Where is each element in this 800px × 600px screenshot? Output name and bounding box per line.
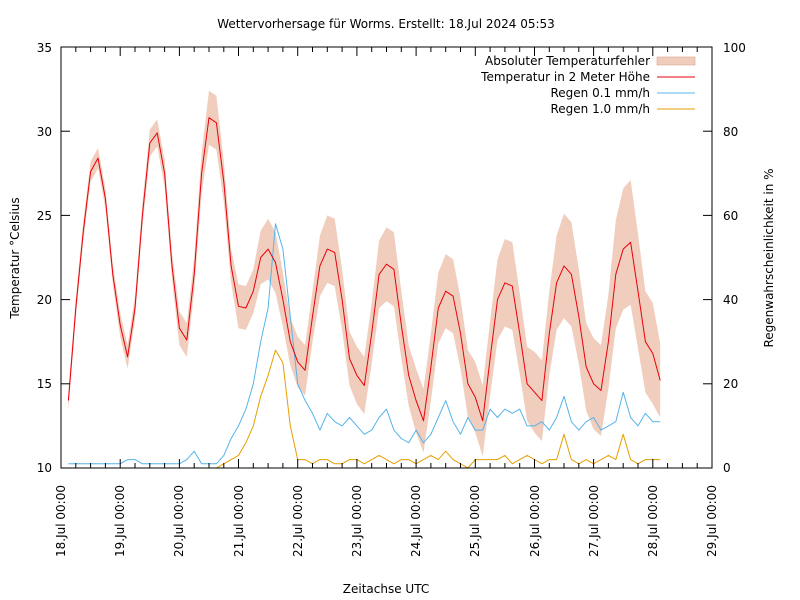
legend: Absoluter Temperaturfehler Temperatur in…	[480, 54, 696, 116]
x-tick-label: 25.Jul 00:00	[468, 485, 482, 557]
rain-0-1-line	[68, 223, 661, 465]
x-axis-label: Zeitachse UTC	[343, 582, 429, 596]
legend-label: Regen 0.1 mm/h	[550, 86, 650, 100]
x-tick-label: 21.Jul 00:00	[232, 485, 246, 557]
y-tick-label: 20	[37, 293, 52, 307]
y2-tick-label: 20	[723, 377, 738, 391]
y-tick-label: 25	[37, 209, 52, 223]
y2-tick-label: 60	[723, 209, 738, 223]
chart-title: Wettervorhersage für Worms. Erstellt: 18…	[217, 17, 555, 31]
y-axis-label: Temperatur °Celsius	[8, 197, 22, 319]
x-tick-label: 20.Jul 00:00	[172, 485, 186, 557]
x-tick-labels: 18.Jul 00:00 19.Jul 00:00 20.Jul 00:00 2…	[54, 485, 719, 557]
y-tick-label: 30	[37, 125, 52, 139]
x-tick-label: 19.Jul 00:00	[113, 485, 127, 557]
y2-axis-label: Regenwahrscheinlichkeit in %	[762, 168, 776, 347]
temperature-line	[67, 117, 661, 422]
y-tick-label: 10	[37, 461, 52, 475]
x-tick-label: 29.Jul 00:00	[705, 485, 719, 557]
x-tick-label: 22.Jul 00:00	[291, 485, 305, 557]
y-tick-label: 15	[37, 377, 52, 391]
y-tick-labels: 10 15 20 25 30 35	[37, 41, 52, 475]
x-tick-label: 27.Jul 00:00	[587, 485, 601, 557]
x-tick-label: 26.Jul 00:00	[528, 485, 542, 557]
y-tick-label: 35	[37, 41, 52, 55]
y2-tick-label: 80	[723, 125, 738, 139]
y2-tick-label: 100	[723, 41, 746, 55]
y2-tick-labels: 0 20 40 60 80 100	[723, 41, 746, 475]
tick-layer	[60, 46, 713, 469]
legend-label: Absoluter Temperaturfehler	[485, 54, 650, 68]
x-tick-label: 23.Jul 00:00	[350, 485, 364, 557]
legend-label: Regen 1.0 mm/h	[550, 102, 650, 116]
x-tick-label: 24.Jul 00:00	[409, 485, 423, 557]
y2-tick-label: 0	[723, 461, 731, 475]
x-tick-label: 28.Jul 00:00	[646, 485, 660, 557]
legend-swatch-error-band	[656, 56, 696, 66]
legend-label: Temperatur in 2 Meter Höhe	[480, 70, 650, 84]
y2-tick-label: 40	[723, 293, 738, 307]
x-tick-label: 18.Jul 00:00	[54, 485, 68, 557]
